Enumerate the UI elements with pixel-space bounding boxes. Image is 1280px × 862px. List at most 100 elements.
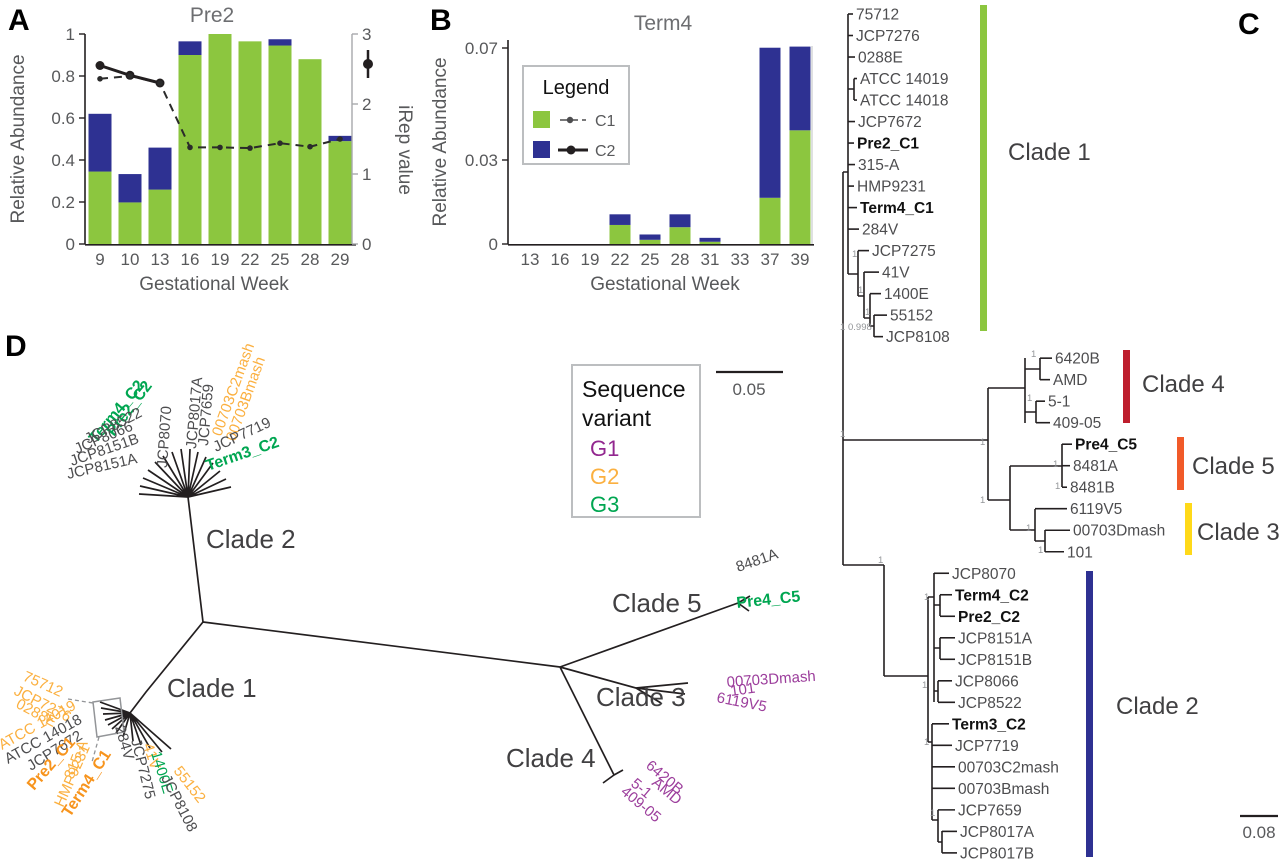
- irep-point-c1: [277, 140, 283, 146]
- tip-label: Term3_C2: [952, 716, 1026, 733]
- irep-point-c1: [187, 144, 193, 151]
- y-tick: 0.6: [51, 109, 75, 128]
- legend-marker-c1-icon: [566, 116, 574, 124]
- bar-c1: [609, 224, 631, 244]
- legend-swatch-c2: [533, 141, 550, 158]
- tip-label: JCP7672: [858, 114, 922, 131]
- bar-c2: [639, 234, 661, 240]
- clade-bar: [1185, 503, 1192, 555]
- tip-label: 00703Dmash: [726, 668, 816, 691]
- tree-branches: [99, 448, 751, 784]
- tip-label: JCP8108: [886, 329, 950, 346]
- support-value: 1: [1026, 523, 1031, 534]
- tip-label: AMD: [1053, 372, 1087, 389]
- y-tick: 0.03: [465, 151, 498, 170]
- bar-c1: [759, 197, 781, 244]
- x-tick: 37: [761, 250, 780, 269]
- irep-marker-icon: [363, 59, 373, 69]
- support-value: 1: [840, 322, 845, 333]
- y-tick: 0.07: [465, 39, 498, 58]
- tip-label: 6119V5: [715, 689, 768, 715]
- x-tick: 33: [731, 250, 750, 269]
- tip-label: 75712: [856, 7, 899, 24]
- tip-label: JCP8017A: [960, 824, 1035, 841]
- x-tick: 28: [301, 250, 320, 269]
- tip-label: ATCC 14019: [860, 71, 948, 88]
- tip-label: Pre2_C2: [958, 609, 1020, 626]
- y2-tick: 3: [362, 25, 371, 44]
- x-tick: 13: [151, 250, 170, 269]
- tip-label: JCP8522: [958, 695, 1022, 712]
- tip-label: 101: [1067, 544, 1093, 561]
- y2-tick: 2: [362, 95, 371, 114]
- tip-label: JCP7659: [958, 802, 1022, 819]
- legend-item-label: C1: [595, 113, 616, 130]
- x-tick: 13: [521, 250, 540, 269]
- irep-point-c1: [97, 76, 103, 82]
- tip-label: 6119V5: [1070, 501, 1122, 518]
- y-tick: 0.2: [51, 193, 75, 212]
- legend-item-g1: G1: [590, 436, 619, 461]
- tip-label: 1400E: [884, 286, 929, 303]
- support-value: 1: [980, 437, 985, 448]
- x-tick: 9: [95, 250, 104, 269]
- bar-c1: [148, 189, 172, 244]
- support-value: 1: [924, 737, 929, 748]
- tip-label: 8481A: [734, 546, 781, 576]
- x-tick: 19: [581, 250, 600, 269]
- clade-bar: [1086, 571, 1093, 857]
- legend-marker-c2-icon: [566, 145, 576, 155]
- tip-label: 8481A: [1073, 458, 1118, 475]
- bar-c2: [268, 39, 292, 46]
- panel-letter-b: B: [430, 4, 452, 37]
- scale-bar-value: 0.08: [1242, 823, 1275, 842]
- support-value: 1: [1031, 349, 1036, 360]
- tip-label: 00703Bmash: [958, 781, 1049, 798]
- irep-point-c1: [247, 145, 253, 151]
- support-value: 1: [852, 249, 857, 260]
- x-tick: 29: [331, 250, 350, 269]
- chart-title: Term4: [634, 12, 693, 35]
- support-value: 1: [1055, 481, 1060, 492]
- clade-label: Clade 1: [167, 673, 257, 703]
- support-value: 1: [858, 285, 863, 296]
- clade-bar: [1177, 437, 1184, 490]
- y2-axis-label: iRep value: [394, 105, 415, 195]
- legend-swatch-c1: [533, 111, 550, 128]
- tip-label: JCP8017A: [183, 376, 206, 449]
- bar-c2: [178, 41, 202, 55]
- chart-title: Pre2: [190, 4, 234, 27]
- y-tick: 0.8: [51, 67, 75, 86]
- support-value: 1: [840, 429, 845, 440]
- legend-title: variant: [582, 405, 652, 431]
- x-tick: 31: [701, 250, 720, 269]
- tip-label: 55152: [890, 308, 933, 325]
- tip-label: 00703C2mash: [958, 759, 1059, 776]
- clade-label: Clade 5: [1192, 453, 1275, 480]
- tip-label: JCP7659: [195, 383, 217, 446]
- tip-label: Term4_C2: [955, 587, 1029, 604]
- tip-label: 8481B: [1070, 480, 1115, 497]
- x-tick: 10: [121, 250, 140, 269]
- y2-tick: 0: [362, 235, 371, 254]
- x-tick: 25: [271, 250, 290, 269]
- tip-label: JCP8066: [955, 673, 1019, 690]
- y-axis-label: Relative Abundance: [8, 54, 29, 223]
- support-value: 1: [1038, 545, 1043, 556]
- x-tick: 39: [791, 250, 810, 269]
- clade-label: Clade 4: [506, 743, 596, 773]
- tip-label: 6420B: [1055, 351, 1100, 368]
- sequence-variant-legend: Sequence variant G1 G2 G3: [571, 364, 701, 518]
- barchart-term4: 0 0.03 0.07 13 16 19 22 25 28 31 33 37 39 Term4 Gestat…: [430, 12, 814, 295]
- bar-c1: [238, 41, 262, 244]
- x-axis-label: Gestational Week: [590, 274, 740, 295]
- clade-label: Clade 4: [1142, 371, 1225, 398]
- bar-c1: [118, 202, 142, 244]
- bar-c2: [669, 214, 691, 228]
- bar-c1: [789, 130, 811, 244]
- tip-label: JCP7275: [872, 243, 936, 260]
- bar-c2: [148, 147, 172, 190]
- legend-title: Legend: [543, 77, 610, 99]
